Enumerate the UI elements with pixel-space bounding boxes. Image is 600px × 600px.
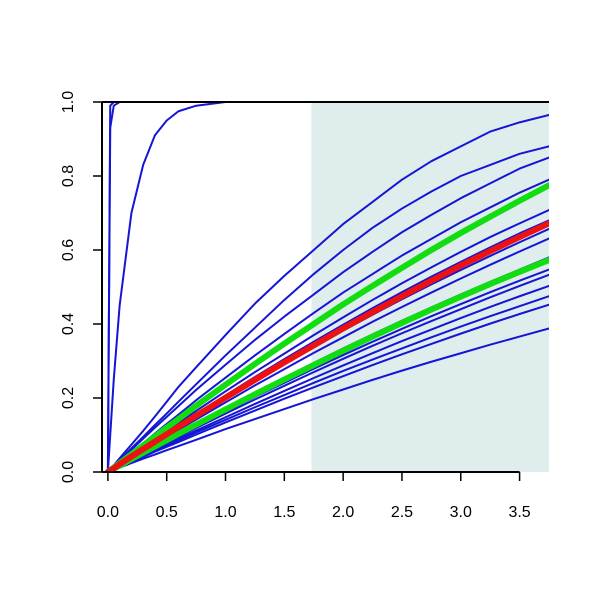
series-line-21 (104, 220, 549, 472)
x-tick-label: 3.5 (508, 504, 530, 521)
x-tick-label: 3.0 (450, 504, 472, 521)
x-tick-label: 0.5 (156, 504, 178, 521)
y-tick-label: 0.0 (60, 461, 77, 483)
y-tick-label: 0.2 (60, 387, 77, 409)
x-tick-label: 1.0 (214, 504, 236, 521)
y-tick-label: 1.0 (60, 91, 77, 113)
x-tick-label: 2.0 (332, 504, 354, 521)
series-layer (104, 102, 549, 472)
shaded-region (311, 102, 549, 472)
y-tick-label: 0.6 (60, 239, 77, 261)
y-tick-label: 0.4 (60, 313, 77, 335)
series-line-3 (106, 102, 549, 472)
x-tick-label: 2.5 (391, 504, 413, 521)
y-tick-label: 0.8 (60, 165, 77, 187)
x-tick-label: 1.5 (273, 504, 295, 521)
axis-layer: 0.0 0.5 1.0 1.5 2.0 2.5 3.0 3.5 0.0 0.2 0.4 0.6 0.8 1… (60, 91, 549, 521)
plot-area (104, 102, 549, 472)
shaded-region-layer (311, 102, 549, 472)
series-line-5 (106, 113, 549, 472)
x-tick-label: 0.0 (97, 504, 119, 521)
